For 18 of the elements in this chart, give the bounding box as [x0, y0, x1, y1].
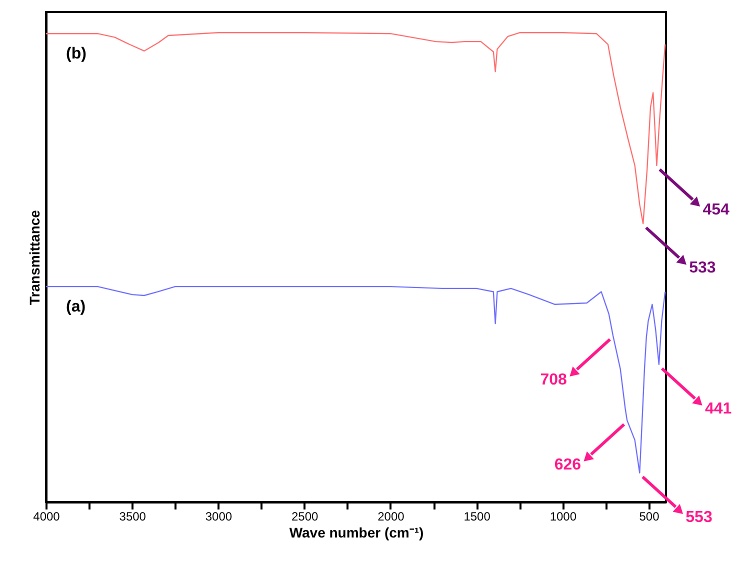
annotation: 533 — [689, 260, 716, 277]
series-label: (b) — [66, 46, 86, 63]
annotation: 441 — [704, 400, 732, 418]
annotation: 626 — [554, 456, 582, 474]
x-tick-label: 500 — [639, 510, 660, 524]
x-tick-label: 4000 — [33, 510, 60, 524]
annotation: 553 — [686, 508, 712, 526]
x-axis-title: Wave number (cm⁻¹) — [289, 524, 424, 540]
x-tick-label: 2000 — [378, 510, 405, 524]
annotation: 708 — [540, 371, 568, 388]
x-tick-label: 2500 — [291, 510, 319, 524]
x-tick-label: 1000 — [550, 510, 577, 524]
x-tick-label: 1500 — [464, 510, 491, 524]
annotation: 454 — [702, 201, 730, 218]
x-tick-label: 3500 — [119, 510, 146, 524]
x-tick-label: 3000 — [205, 510, 232, 524]
series-label: (a) — [66, 298, 86, 316]
y-axis-title: Transmittance — [26, 210, 42, 305]
